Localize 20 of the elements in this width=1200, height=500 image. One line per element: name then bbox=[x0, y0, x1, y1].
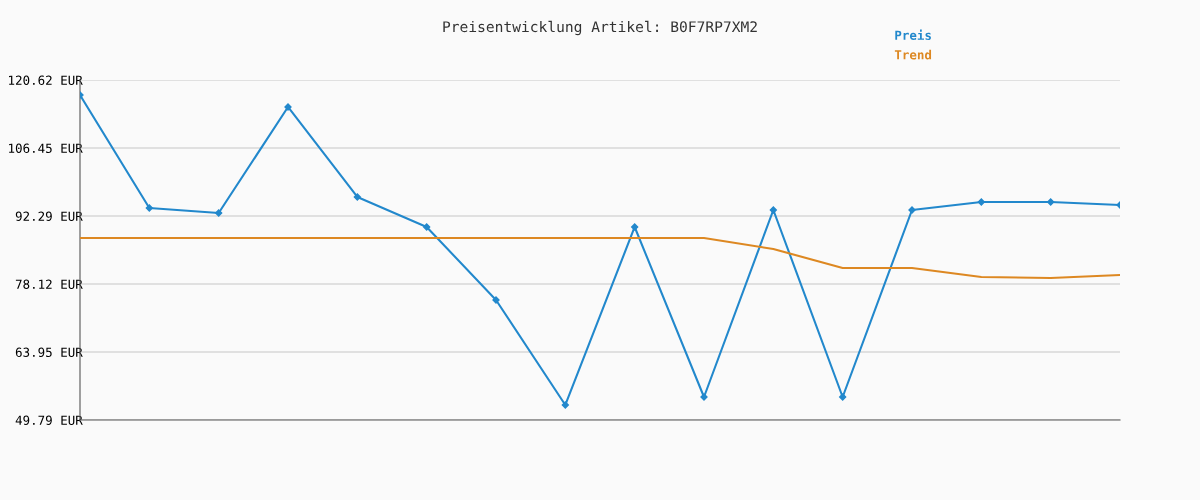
y-tick-label: 92.29 EUR bbox=[15, 211, 83, 221]
line-series bbox=[80, 236, 1120, 280]
y-tick-label: 49.79 EUR bbox=[15, 415, 83, 425]
point bbox=[977, 198, 985, 206]
point bbox=[839, 393, 847, 401]
point bbox=[423, 223, 431, 231]
point bbox=[561, 401, 569, 409]
point bbox=[1047, 198, 1055, 206]
y-tick-label: 78.12 EUR bbox=[15, 279, 83, 289]
y-tick-label: 106.45 EUR bbox=[9, 143, 83, 153]
chart-title: Preisentwicklung Artikel: B0F7RP7XM2 bbox=[443, 20, 757, 36]
point bbox=[631, 223, 639, 231]
point bbox=[353, 193, 361, 201]
text: Trend bbox=[894, 49, 932, 60]
point bbox=[215, 209, 223, 217]
y-tick-label: 120.62 EUR bbox=[9, 75, 83, 85]
point bbox=[769, 206, 777, 214]
point bbox=[145, 204, 153, 212]
y-tick-label: 63.95 EUR bbox=[15, 347, 83, 357]
text: Preis bbox=[895, 29, 931, 40]
